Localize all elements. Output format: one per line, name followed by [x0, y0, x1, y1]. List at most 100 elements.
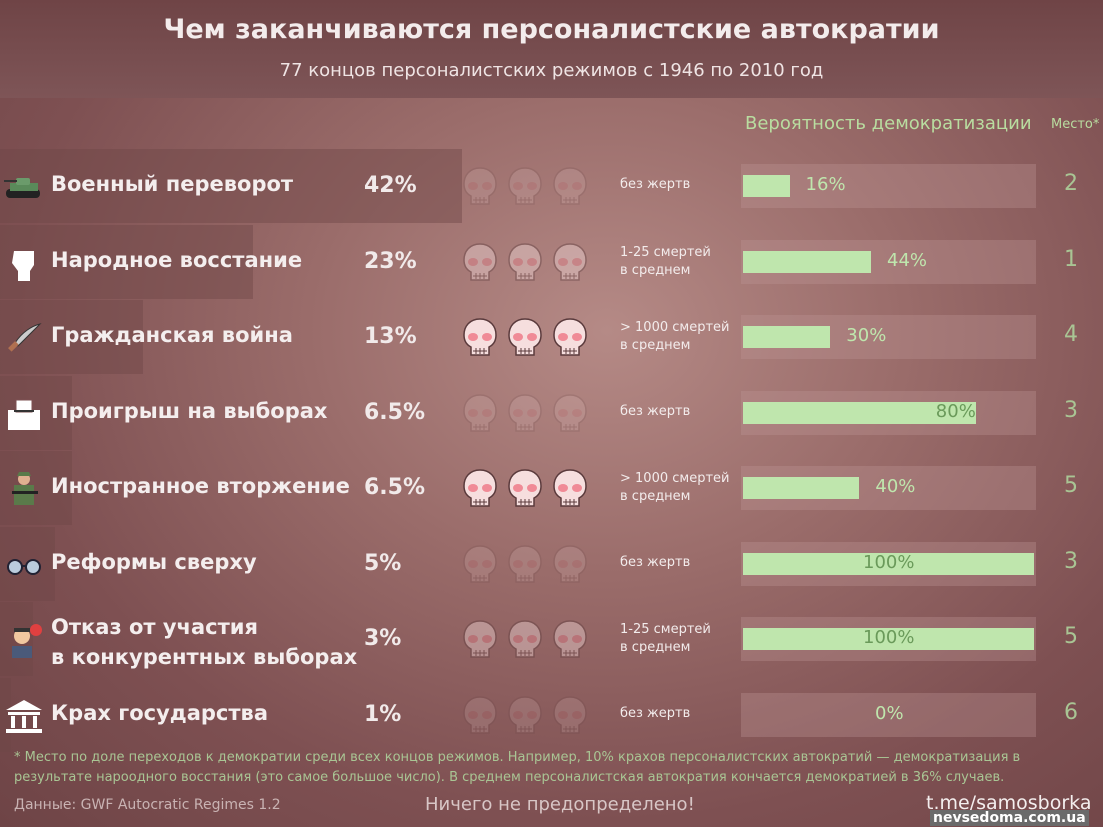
data-source: Данные: GWF Autocratic Regimes 1.2 — [14, 797, 281, 813]
skull-icon — [462, 393, 498, 435]
probability-value: 80% — [935, 400, 976, 422]
channel-link[interactable]: t.me/samosborka — [926, 792, 1092, 814]
footnote: * Место по доле переходов к демократии с… — [14, 750, 1021, 785]
share-value: 5% — [364, 550, 402, 576]
watermark: nevsedoma.com.ua — [930, 810, 1089, 826]
rank-value: 2 — [1064, 171, 1078, 196]
skull-icon — [462, 619, 498, 661]
probability-header: Вероятность демократизации — [745, 113, 1032, 134]
table-row: Военный переворот 42% без жертв 16% 2 — [0, 149, 1103, 225]
probability-track: 16% — [741, 164, 1036, 208]
ballot-box-icon — [4, 396, 44, 432]
probability-track: 44% — [741, 239, 1036, 284]
probability-bar — [743, 326, 831, 348]
skull-icon — [507, 317, 543, 359]
skull-icon — [552, 242, 588, 284]
probability-bar — [743, 628, 1034, 650]
probability-value: 40% — [875, 476, 916, 497]
share-bar — [0, 224, 253, 299]
chart-title: Чем заканчиваются персоналистские автокр… — [163, 14, 940, 45]
chart-subtitle: 77 концов персоналистских режимов с 1946… — [279, 60, 824, 81]
share-value: 6.5% — [364, 475, 426, 500]
violence-level — [462, 393, 588, 435]
rank-value: 1 — [1064, 246, 1078, 272]
probability-value: 100% — [863, 627, 915, 648]
casualties-label: без жертв — [620, 554, 691, 570]
probability-track: 80% — [741, 390, 1036, 435]
share-bar — [0, 149, 462, 223]
category-label: Крах государства — [51, 700, 269, 725]
skull-icon — [552, 619, 588, 661]
probability-value: 30% — [846, 325, 887, 346]
soldier-icon — [4, 471, 44, 507]
glasses-icon — [4, 547, 44, 583]
skull-icon — [552, 695, 588, 737]
skull-icon — [507, 695, 543, 737]
ruined-building-icon — [4, 698, 44, 734]
skull-icon — [507, 544, 543, 586]
skull-icon — [462, 166, 498, 208]
casualties-label: 1-25 смертей в среднем — [620, 622, 711, 655]
skull-icon — [462, 468, 498, 510]
skull-icon — [507, 468, 543, 510]
skull-icon — [507, 166, 543, 208]
machete-icon — [4, 320, 44, 356]
category-label: Реформы сверху — [51, 549, 257, 574]
probability-value: 16% — [805, 174, 846, 195]
rank-value: 4 — [1064, 322, 1078, 347]
casualties-label: 1-25 смертей в среднем — [620, 244, 711, 278]
probability-bar — [743, 401, 976, 424]
rank-value: 5 — [1064, 624, 1078, 649]
share-value: 3% — [364, 626, 402, 651]
category-label: Народное восстание — [51, 247, 303, 272]
share-value: 1% — [364, 701, 402, 727]
rank-value: 5 — [1064, 473, 1078, 498]
slogan: Ничего не предопределено! — [425, 794, 695, 815]
table-row: Народное восстание 23% 1-25 смертей в средн… — [0, 225, 1103, 301]
category-label: Проигрыш на выборах — [51, 398, 328, 423]
casualties-label: без жертв — [620, 403, 691, 419]
violence-level — [462, 544, 588, 586]
skull-icon — [507, 619, 543, 661]
table-row: Крах государства 1% без жертв 0% 6 — [0, 678, 1103, 754]
tank-icon — [4, 169, 44, 205]
skull-icon — [462, 317, 498, 359]
category-label: Военный переворот — [51, 172, 294, 196]
violence-level — [462, 695, 588, 737]
category-label: Иностранное вторжение — [51, 474, 350, 498]
rank-value: 3 — [1064, 397, 1078, 423]
table-row: Гражданская война 13% > 1000 смертей в сред… — [0, 300, 1103, 376]
probability-track: 100% — [741, 617, 1036, 661]
violence-level — [462, 317, 588, 359]
table-row: Проигрыш на выборах 6.5% без жертв 80% 3 — [0, 376, 1103, 452]
violence-level — [462, 166, 588, 208]
skull-icon — [462, 544, 498, 586]
header-band — [0, 0, 1103, 98]
share-bar — [0, 677, 11, 752]
rank-value: 6 — [1064, 699, 1078, 725]
official-icon — [4, 622, 44, 658]
rank-header: Место* — [1051, 117, 1100, 132]
skull-icon — [507, 242, 543, 284]
share-value: 23% — [364, 248, 417, 274]
share-value: 13% — [364, 324, 417, 349]
probability-bar — [743, 175, 790, 197]
share-value: 6.5% — [364, 399, 426, 425]
skull-icon — [552, 544, 588, 586]
skull-icon — [507, 393, 543, 435]
skull-icon — [552, 393, 588, 435]
casualties-label: > 1000 смертей в среднем — [620, 320, 730, 353]
category-label: Гражданская война — [51, 323, 293, 347]
casualties-label: > 1000 смертей в среднем — [620, 471, 730, 504]
violence-level — [462, 619, 588, 661]
probability-bar — [743, 250, 872, 273]
probability-value: 100% — [863, 551, 915, 573]
share-value: 42% — [364, 173, 417, 198]
casualties-label: без жертв — [620, 705, 691, 721]
table-row: Иностранное вторжение 6.5% > 1000 смертей в… — [0, 451, 1103, 527]
share-bar — [0, 451, 72, 525]
probability-bar — [743, 552, 1034, 575]
rank-value: 3 — [1064, 548, 1078, 574]
probability-track: 40% — [741, 466, 1036, 510]
category-label: Отказ от участия в конкурентных выборах — [51, 615, 358, 669]
